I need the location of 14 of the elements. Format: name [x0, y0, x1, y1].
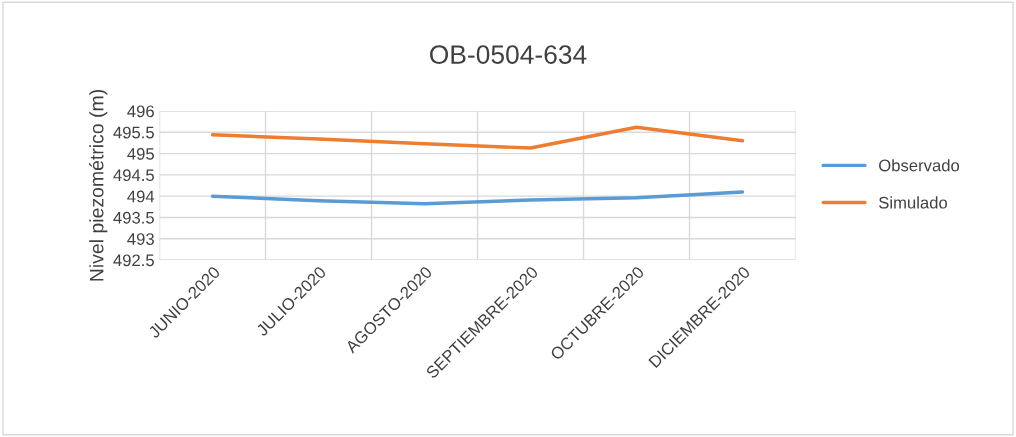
y-tick-label: 494.5 [113, 169, 154, 182]
chart-title: OB-0504-634 [430, 45, 587, 64]
y-axis-title: Nivel piezométrico (m) [89, 90, 108, 281]
legend-label: Simulado [879, 196, 948, 209]
y-tick-label: 496 [127, 105, 154, 118]
line-series [210, 190, 745, 206]
y-tick-label: 493.5 [113, 211, 154, 224]
y-tick-label: 492.5 [113, 254, 154, 267]
line-series [210, 125, 745, 150]
y-tick-label: 494 [127, 190, 155, 203]
y-tick-label: 495.5 [113, 126, 154, 139]
legend-label: Observado [879, 159, 960, 172]
y-tick-label: 495 [127, 147, 154, 160]
y-tick-label: 493 [127, 233, 154, 245]
